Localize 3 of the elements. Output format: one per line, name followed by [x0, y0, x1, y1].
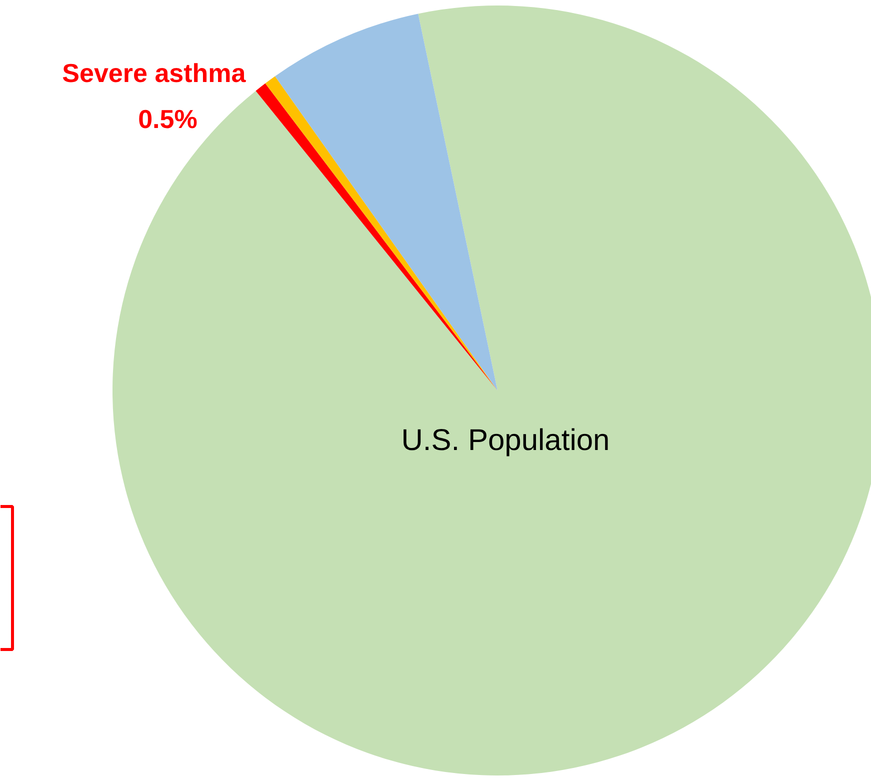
slice-label: U.S. Population: [401, 424, 610, 457]
slice-label: Severe asthma: [62, 58, 246, 88]
data-label: 0.5%: [138, 104, 198, 134]
